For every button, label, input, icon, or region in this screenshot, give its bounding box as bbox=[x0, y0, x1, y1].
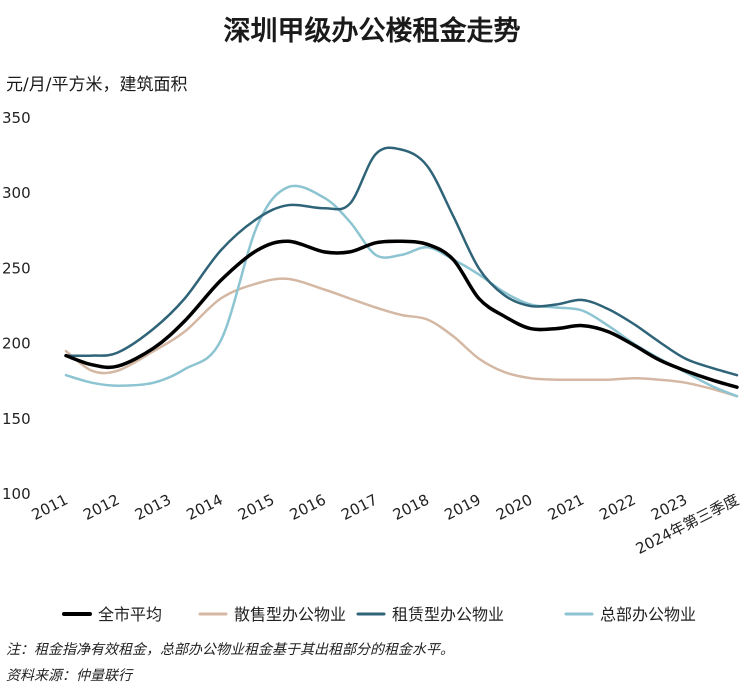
x-tick-label: 2011 bbox=[29, 491, 71, 524]
y-tick-label: 350 bbox=[2, 109, 31, 127]
x-tick-label: 2020 bbox=[493, 491, 535, 524]
series-line-2 bbox=[64, 146, 739, 377]
footnote: 注：租金指净有效租金，总部办公物业租金基于其出租部分的租金水平。 bbox=[6, 642, 454, 658]
x-tick-label: 2016 bbox=[287, 491, 329, 524]
y-tick-label: 150 bbox=[2, 410, 31, 428]
x-tick-label: 2017 bbox=[338, 491, 380, 524]
x-tick-label: 2021 bbox=[545, 491, 587, 524]
series-lines bbox=[64, 146, 739, 398]
legend: 全市平均 散售型办公物业 租赁型办公物业 总部办公物业 bbox=[62, 605, 696, 624]
y-axis-label: 元/月/平方米，建筑面积 bbox=[6, 75, 187, 95]
x-axis-ticks: 2011 2012 2013 2014 2015 2016 2017 2018 2019 2020… bbox=[29, 491, 742, 558]
x-tick-label: 2012 bbox=[80, 491, 122, 524]
y-axis-ticks: 100 150 200 250 300 350 bbox=[2, 109, 31, 503]
y-tick-label: 300 bbox=[2, 184, 31, 202]
x-tick-label: 2022 bbox=[596, 491, 638, 524]
x-tick-label: 2014 bbox=[183, 491, 225, 524]
x-tick-label: 2015 bbox=[235, 491, 277, 524]
legend-label: 散售型办公物业 bbox=[234, 605, 346, 624]
chart-title: 深圳甲级办公楼租金走势 bbox=[224, 15, 521, 47]
series-line-1 bbox=[64, 277, 739, 398]
x-tick-label: 2024年第三季度 bbox=[633, 491, 742, 558]
y-tick-label: 250 bbox=[2, 259, 31, 277]
legend-label: 总部办公物业 bbox=[600, 605, 696, 624]
source-note: 资料来源：仲量联行 bbox=[6, 668, 134, 684]
y-tick-label: 200 bbox=[2, 335, 31, 353]
x-tick-label: 2013 bbox=[132, 491, 174, 524]
x-tick-label: 2019 bbox=[442, 491, 484, 524]
series-line-3 bbox=[64, 184, 739, 398]
y-tick-label: 100 bbox=[2, 485, 31, 503]
legend-label: 全市平均 bbox=[98, 605, 162, 624]
series-line-0 bbox=[64, 239, 739, 389]
legend-label: 租赁型办公物业 bbox=[392, 605, 504, 624]
x-tick-label: 2018 bbox=[390, 491, 432, 524]
